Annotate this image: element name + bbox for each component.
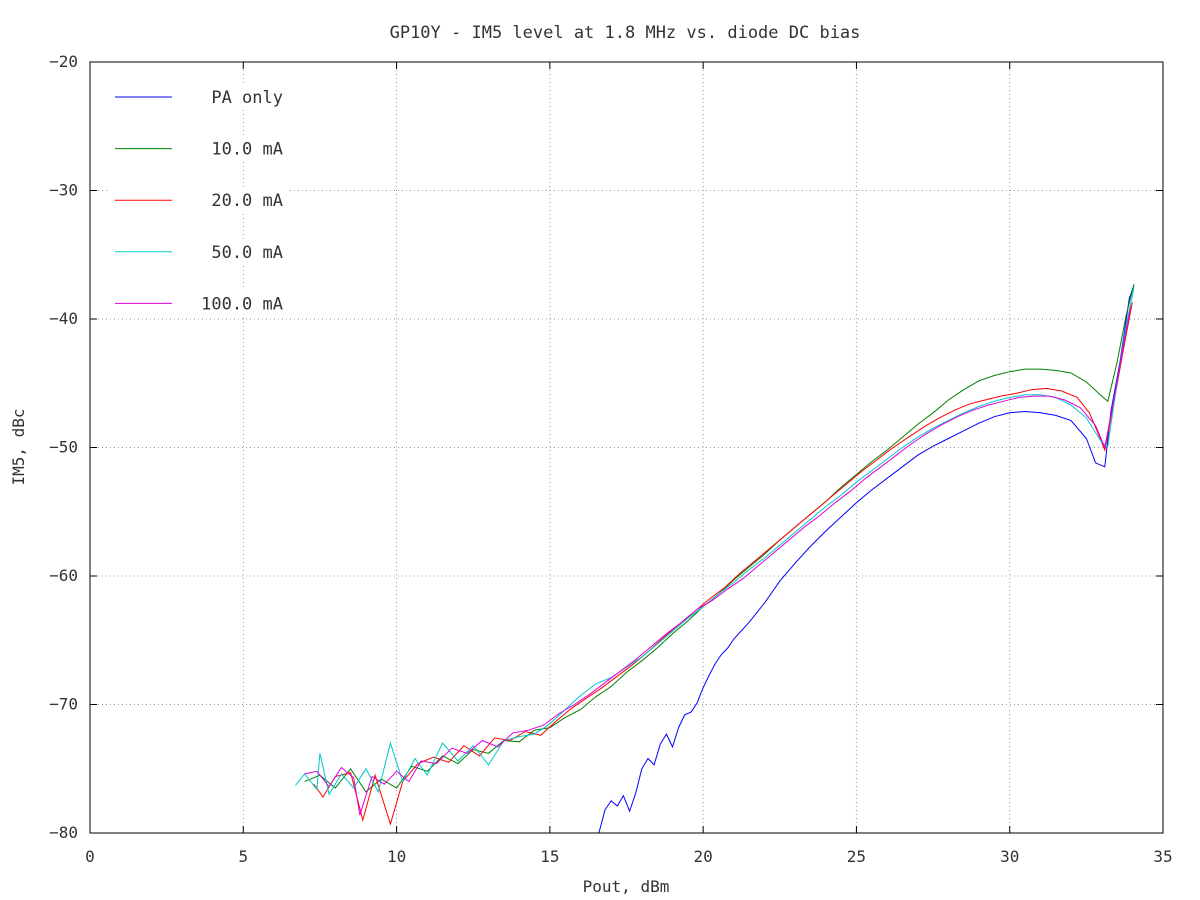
- chart-title: GP10Y - IM5 level at 1.8 MHz vs. diode D…: [390, 23, 861, 43]
- series-line-4: [295, 288, 1135, 796]
- legend-entry-background: [108, 238, 290, 263]
- y-tick-label: −40: [49, 309, 78, 328]
- legend-label: 100.0 mA: [201, 294, 283, 314]
- legend-label: 10.0 mA: [211, 140, 283, 160]
- x-tick-label: 0: [85, 847, 95, 866]
- axis-ticks: 0 5 10 15 20 25 30 35 −80 −70 −60 −50 −40 −30 −20: [49, 52, 1173, 866]
- x-tick-label: 35: [1153, 847, 1172, 866]
- series-line-3: [313, 302, 1133, 826]
- legend-entry-background: [108, 187, 290, 212]
- x-tick-label: 30: [1000, 847, 1019, 866]
- legend-label: PA only: [211, 88, 283, 108]
- y-tick-label: −30: [49, 181, 78, 200]
- x-axis-label: Pout, dBm: [583, 877, 670, 896]
- series-line-2: [304, 284, 1135, 793]
- y-tick-label: −70: [49, 695, 78, 714]
- y-axis-label: IM5, dBc: [9, 408, 28, 485]
- y-tick-label: −60: [49, 566, 78, 585]
- series-line-1: [598, 285, 1135, 834]
- series-line-5: [304, 306, 1132, 816]
- legend-entry-background: [108, 84, 290, 108]
- legend-label: 20.0 mA: [211, 191, 283, 211]
- data-series: [295, 284, 1135, 834]
- legend-label: 50.0 mA: [211, 243, 283, 263]
- legend-entry-background: [108, 135, 290, 160]
- grid-lines: [90, 62, 1163, 833]
- y-tick-label: −80: [49, 823, 78, 842]
- legend: PA only 10.0 mA 20.0 mA 50.0 mA 100.0 mA: [108, 84, 290, 315]
- legend-entry-background: [108, 290, 290, 315]
- x-tick-label: 25: [847, 847, 866, 866]
- x-tick-label: 15: [540, 847, 559, 866]
- x-tick-label: 5: [238, 847, 248, 866]
- x-tick-label: 10: [387, 847, 406, 866]
- y-tick-label: −50: [49, 438, 78, 457]
- x-tick-label: 20: [694, 847, 713, 866]
- y-tick-label: −20: [49, 52, 78, 71]
